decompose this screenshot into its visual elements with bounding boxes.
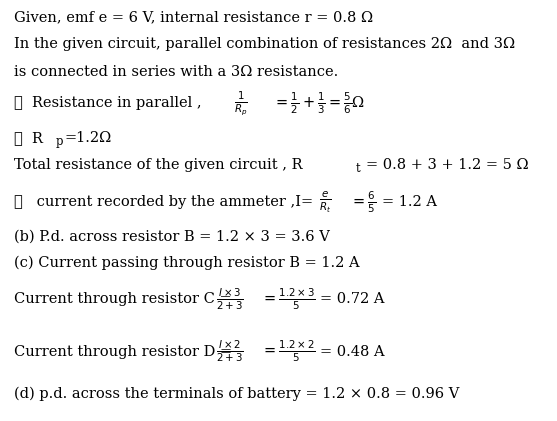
Text: Current through resistor C =: Current through resistor C = — [14, 292, 232, 306]
Text: ∴  Resistance in parallel ,: ∴ Resistance in parallel , — [14, 96, 202, 110]
Text: $\frac{e}{R_t}$: $\frac{e}{R_t}$ — [319, 189, 331, 215]
Text: $\frac{I \times 3}{2+3}$: $\frac{I \times 3}{2+3}$ — [216, 286, 244, 312]
Text: $= \frac{1.2 \times 3}{5}$: $= \frac{1.2 \times 3}{5}$ — [261, 286, 315, 312]
Text: = 0.48 A: = 0.48 A — [320, 344, 385, 359]
Text: Current through resistor D =: Current through resistor D = — [14, 344, 232, 359]
Text: (c) Current passing through resistor B = 1.2 A: (c) Current passing through resistor B =… — [14, 256, 360, 270]
Text: Given, emf e = 6 V, internal resistance r = 0.8 Ω: Given, emf e = 6 V, internal resistance … — [14, 10, 373, 24]
Text: $= \frac{6}{5}$: $= \frac{6}{5}$ — [350, 189, 377, 215]
Text: is connected in series with a 3Ω resistance.: is connected in series with a 3Ω resista… — [14, 64, 338, 79]
Text: $\frac{I \times 2}{2+3}$: $\frac{I \times 2}{2+3}$ — [216, 339, 244, 364]
Text: In the given circuit, parallel combination of resistances 2Ω  and 3Ω: In the given circuit, parallel combinati… — [14, 37, 515, 51]
Text: Total resistance of the given circuit , R: Total resistance of the given circuit , … — [14, 158, 302, 173]
Text: ∴   current recorded by the ammeter ,I=: ∴ current recorded by the ammeter ,I= — [14, 195, 313, 209]
Text: = 0.8 + 3 + 1.2 = 5 Ω: = 0.8 + 3 + 1.2 = 5 Ω — [366, 158, 529, 173]
Text: (b) P.d. across resistor B = 1.2 × 3 = 3.6 V: (b) P.d. across resistor B = 1.2 × 3 = 3… — [14, 229, 330, 244]
Text: = 0.72 A: = 0.72 A — [320, 292, 385, 306]
Text: = 1.2 A: = 1.2 A — [382, 195, 437, 209]
Text: $= \frac{1.2 \times 2}{5}$: $= \frac{1.2 \times 2}{5}$ — [261, 339, 315, 364]
Text: =1.2Ω: =1.2Ω — [65, 131, 112, 145]
Text: $= \frac{1}{2} + \frac{1}{3} = \frac{5}{6}$Ω: $= \frac{1}{2} + \frac{1}{3} = \frac{5}{… — [273, 91, 365, 116]
Text: $\frac{1}{R_p}$: $\frac{1}{R_p}$ — [234, 89, 248, 117]
Text: (d) p.d. across the terminals of battery = 1.2 × 0.8 = 0.96 V: (d) p.d. across the terminals of battery… — [14, 386, 460, 401]
Text: t: t — [356, 163, 360, 175]
Text: ∴  R: ∴ R — [14, 131, 43, 145]
Text: p: p — [56, 135, 63, 148]
